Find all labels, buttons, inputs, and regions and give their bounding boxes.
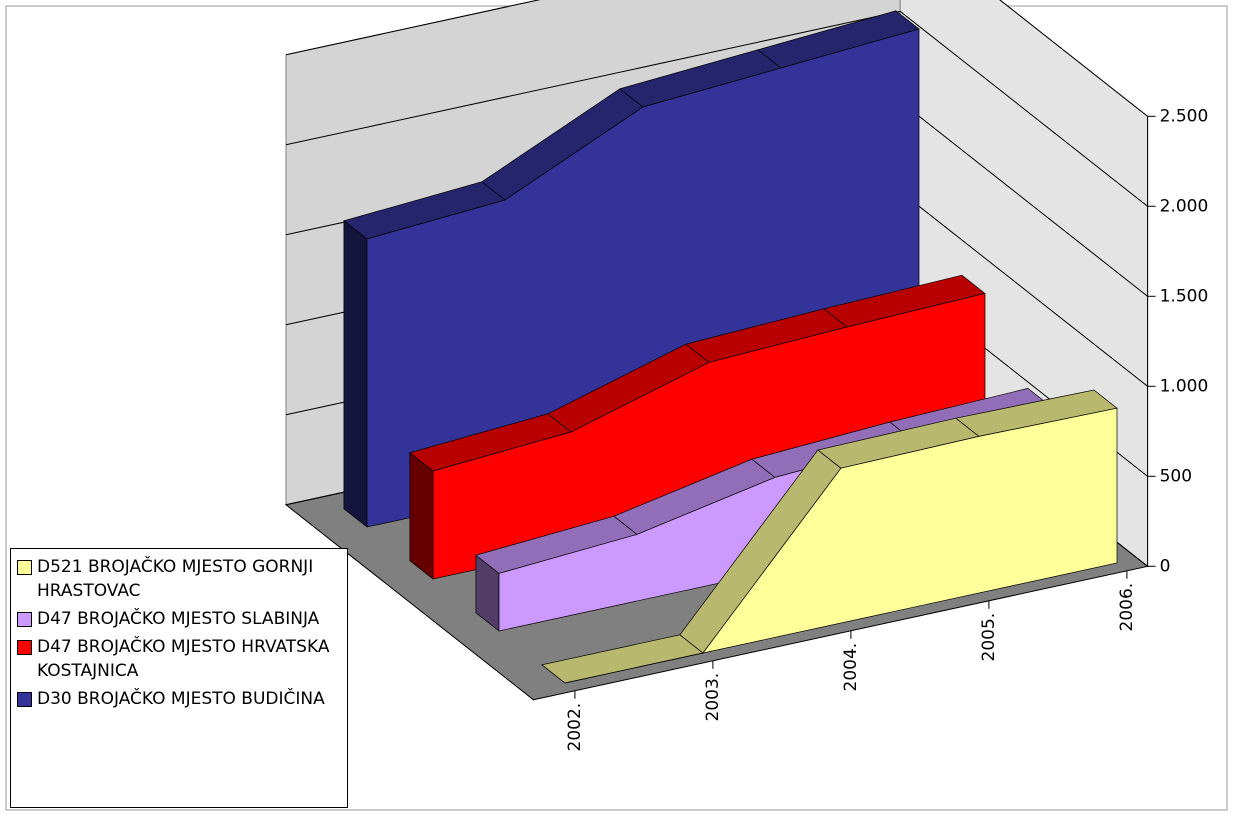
legend-swatch <box>17 692 32 707</box>
legend-label: D30 BROJAČKO MJESTO BUDIČINA <box>37 689 325 709</box>
x-tick-label: 2003. <box>703 673 723 722</box>
legend-swatch <box>17 560 32 575</box>
legend-label: D47 BROJAČKO MJESTO SLABINJA <box>37 609 320 629</box>
y-tick-label: 1.500 <box>1160 286 1209 306</box>
series-end-cap <box>409 452 434 580</box>
y-tick-label: 1.000 <box>1160 376 1209 396</box>
series-area <box>564 407 1118 684</box>
legend-label: D47 BROJAČKO MJESTO HRVATSKA KOSTAJNICA <box>37 637 330 681</box>
legend-label: D521 BROJAČKO MJESTO GORNJI HRASTOVAC <box>37 557 314 601</box>
y-tick-label: 500 <box>1160 466 1192 486</box>
legend: D521 BROJAČKO MJESTO GORNJI HRASTOVAC D47… <box>10 548 348 808</box>
grid-line <box>285 10 1148 207</box>
y-tick-label: 2.000 <box>1160 196 1209 216</box>
legend-swatch <box>17 612 32 627</box>
x-tick-label: 2004. <box>841 643 861 692</box>
legend-item: D30 BROJAČKO MJESTO BUDIČINA <box>15 687 343 711</box>
legend-item: D521 BROJAČKO MJESTO GORNJI HRASTOVAC <box>15 555 343 603</box>
series-end-cap <box>343 220 368 528</box>
y-tick-label: 0 <box>1160 556 1171 576</box>
legend-swatch <box>17 640 32 655</box>
legend-item: D47 BROJAČKO MJESTO HRVATSKA KOSTAJNICA <box>15 635 343 683</box>
x-tick-label: 2002. <box>565 703 585 752</box>
x-tick-label: 2006. <box>1117 583 1137 632</box>
grid-line <box>285 0 1148 117</box>
legend-item: D47 BROJAČKO MJESTO SLABINJA <box>15 607 343 631</box>
x-tick-label: 2005. <box>979 613 999 662</box>
y-tick-label: 2.500 <box>1160 106 1209 126</box>
